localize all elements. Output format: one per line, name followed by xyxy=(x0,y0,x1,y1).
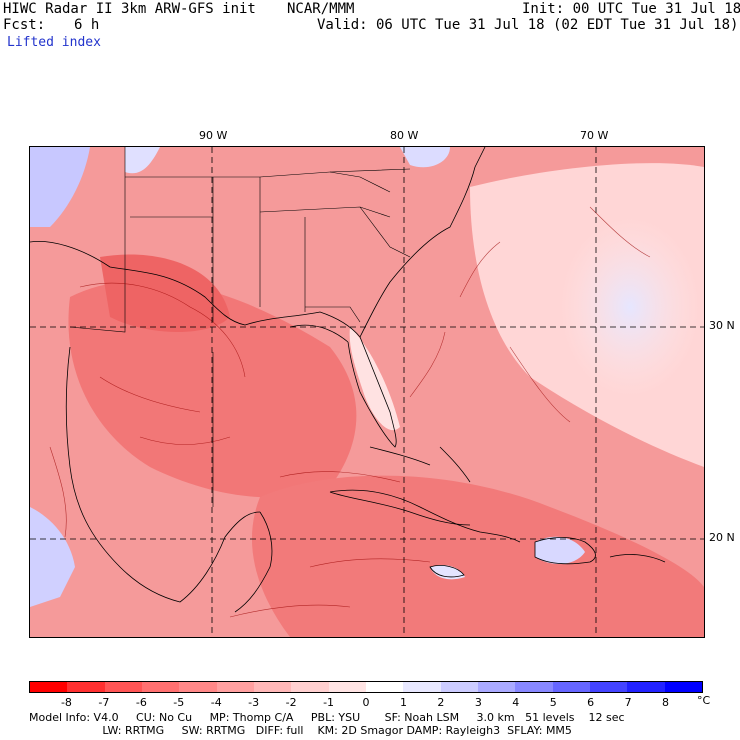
north-blue-area xyxy=(125,147,160,174)
colorbar-tick-label: 4 xyxy=(512,696,520,709)
colorbar-tick-label: -5 xyxy=(173,696,185,709)
gulf-unstable-area xyxy=(68,280,357,498)
colorbar-swatch xyxy=(365,682,404,692)
hispaniola-stable-spot xyxy=(535,536,585,564)
colorbar-tick-label: 2 xyxy=(437,696,445,709)
lat-lon-grid xyxy=(30,147,704,637)
organization-label: NCAR/MMM xyxy=(287,1,355,17)
lifted-index-map xyxy=(29,146,705,638)
mexico-blue-area xyxy=(30,507,75,607)
northwest-blue-area xyxy=(30,147,90,227)
contour-lines xyxy=(49,206,651,618)
valid-time: Valid: 06 UTC Tue 31 Jul 18 (02 EDT Tue … xyxy=(317,17,739,33)
colorbar-unit: °C xyxy=(697,694,711,707)
forecast-hour: 6 h xyxy=(74,17,100,33)
lon-label-90w: 90 W xyxy=(199,129,228,142)
northeast-blue-area xyxy=(400,147,450,168)
colorbar-swatch xyxy=(67,682,105,692)
louisiana-core xyxy=(100,254,230,332)
colorbar-tick-label: 5 xyxy=(549,696,557,709)
coastlines xyxy=(30,147,666,613)
map-canvas xyxy=(30,147,704,637)
colorbar-tick-label: 3 xyxy=(474,696,482,709)
colorbar-tick-label: 0 xyxy=(362,696,370,709)
model-info-line-2: LW: RRTMG SW: RRTMG DIFF: full KM: 2D Sm… xyxy=(29,724,572,737)
state-borders xyxy=(69,147,411,507)
init-time: Init: 00 UTC Tue 31 Jul 18 xyxy=(522,1,740,17)
colorbar-swatch xyxy=(403,682,441,692)
colorbar-tick-label: -7 xyxy=(98,696,110,709)
colorbar xyxy=(29,681,703,693)
colorbar-swatch xyxy=(515,682,553,692)
colorbar-tick-label: 8 xyxy=(662,696,670,709)
lat-label-30n: 30 N xyxy=(709,319,735,332)
florida-peninsula xyxy=(349,327,400,431)
colorbar-swatch xyxy=(216,682,254,692)
lon-label-70w: 70 W xyxy=(580,129,609,142)
colorbar-tick-label: 7 xyxy=(624,696,632,709)
colorbar-swatch xyxy=(104,682,142,692)
colorbar-swatch xyxy=(328,682,366,692)
colorbar-swatch xyxy=(552,682,590,692)
colorbar-tick-label: -3 xyxy=(248,696,260,709)
atlantic-blue-patch xyxy=(560,217,700,397)
colorbar-swatch xyxy=(440,682,478,692)
colorbar-tick-label: 6 xyxy=(587,696,595,709)
forecast-label: Fcst: xyxy=(3,17,46,33)
colorbar-swatch xyxy=(179,682,217,692)
colorbar-tick-label: 1 xyxy=(399,696,407,709)
colorbar-swatch xyxy=(30,682,68,692)
colorbar-tick-label: -4 xyxy=(210,696,222,709)
colorbar-tick-label: -8 xyxy=(60,696,72,709)
colorbar-swatch xyxy=(589,682,628,692)
colorbar-tick-label: -2 xyxy=(285,696,297,709)
colorbar-swatch xyxy=(291,682,329,692)
colorbar-tick-label: -6 xyxy=(135,696,147,709)
field-name: Lifted index xyxy=(7,35,101,50)
colorbar-swatch xyxy=(477,682,516,692)
colorbar-swatch xyxy=(627,682,665,692)
model-title: HIWC Radar II 3km ARW-GFS init xyxy=(3,1,256,17)
model-info-line-1: Model Info: V4.0 CU: No Cu MP: Thomp C/A… xyxy=(29,711,625,724)
colorbar-swatch xyxy=(253,682,292,692)
colorbar-swatch xyxy=(664,682,702,692)
lon-label-80w: 80 W xyxy=(390,129,419,142)
caribbean-unstable-area xyxy=(251,475,704,637)
colorbar-tick-label: -1 xyxy=(323,696,335,709)
colorbar-swatch xyxy=(141,682,180,692)
lat-label-20n: 20 N xyxy=(709,531,735,544)
